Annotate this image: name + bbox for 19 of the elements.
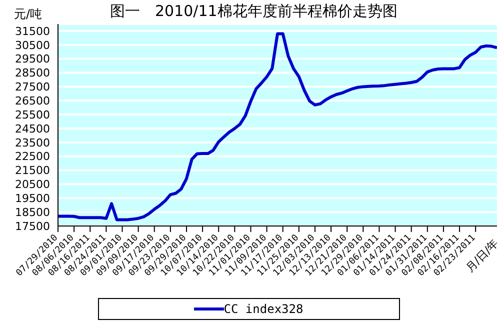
y-tick-label: 19500 xyxy=(15,192,50,206)
line-series xyxy=(58,32,497,222)
y-tick-label: 29500 xyxy=(15,52,50,66)
legend-label: CC index328 xyxy=(224,302,304,316)
y-tick-label: 18500 xyxy=(15,206,50,219)
y-tick-label: 25500 xyxy=(15,108,50,122)
y-tick-label: 30500 xyxy=(15,38,50,52)
y-tick-label: 20500 xyxy=(15,178,50,192)
chart-title: 图一 2010/11棉花年度前半程棉价走势图 xyxy=(110,2,398,21)
y-tick-label: 23500 xyxy=(15,136,50,150)
y-tick-label: 28500 xyxy=(15,66,50,80)
y-tick-label: 31500 xyxy=(15,24,50,38)
y-tick-label: 27500 xyxy=(15,80,50,94)
y-tick-label: 22500 xyxy=(15,150,50,164)
y-tick-label: 24500 xyxy=(15,122,50,136)
y-tick-label: 26500 xyxy=(15,94,50,108)
y-tick-label: 17500 xyxy=(15,220,50,233)
y-axis-title: 元/吨 xyxy=(14,6,42,23)
y-tick-label: 21500 xyxy=(15,164,50,178)
